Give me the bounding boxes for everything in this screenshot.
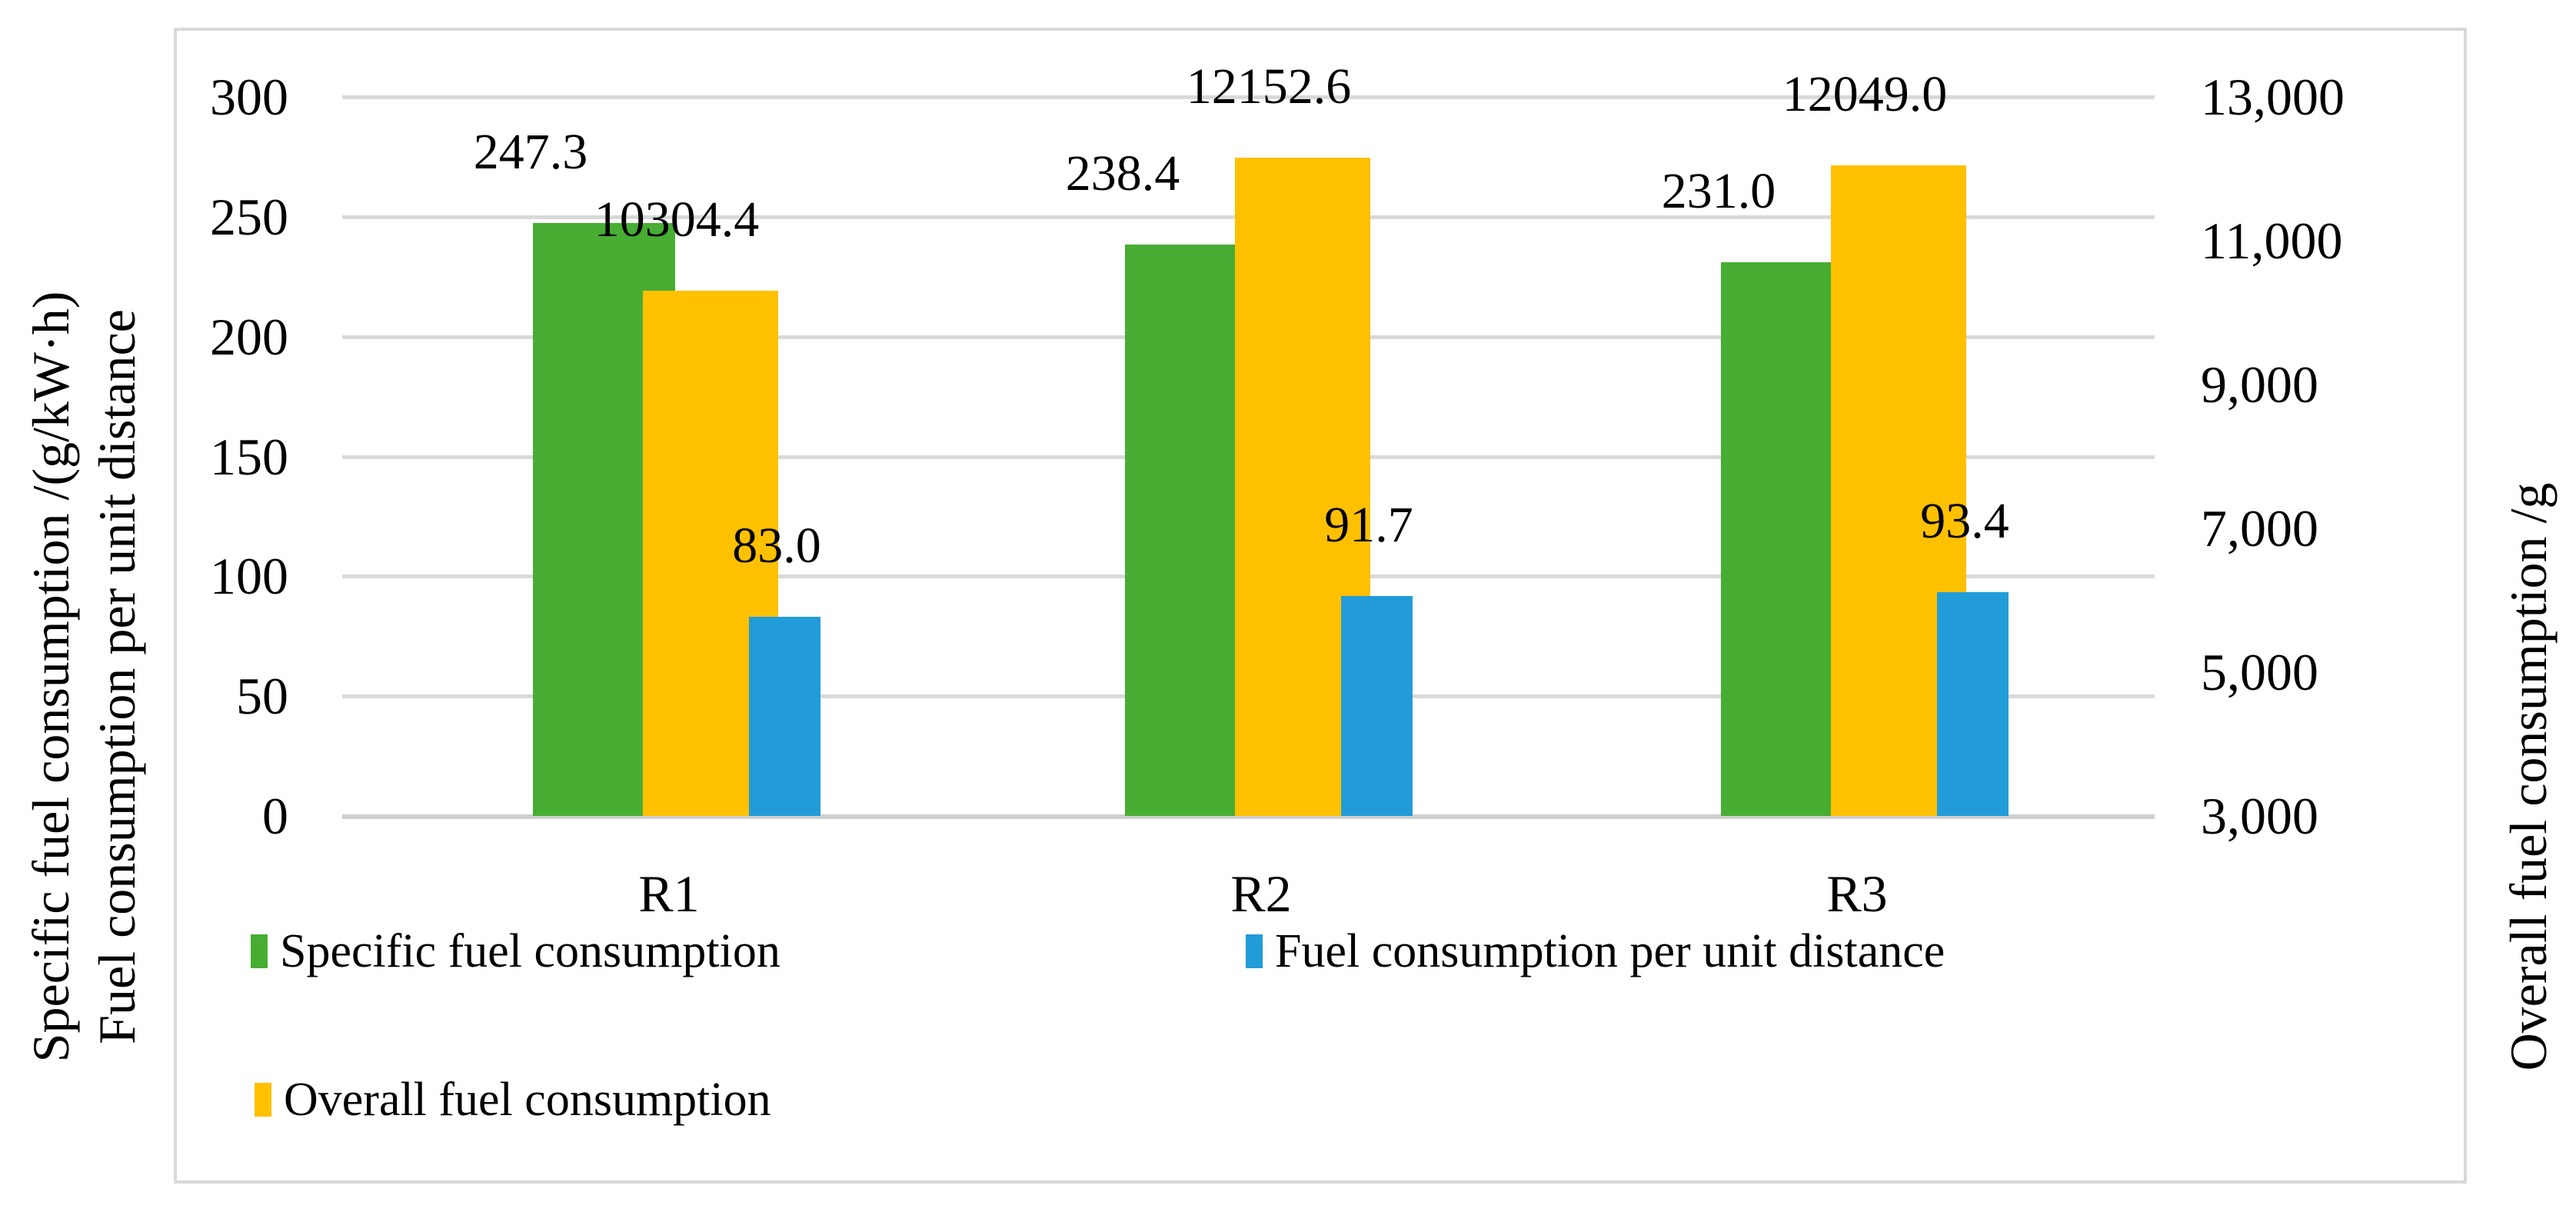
data-label-R3-series1: 231.0 <box>1661 163 1776 220</box>
gridline <box>342 95 2155 99</box>
bar-R1-series3 <box>749 617 820 816</box>
left-axis-title-line1: Specific fuel consumption /(g/kW·h) <box>22 291 80 1063</box>
legend-label: Fuel consumption per unit distance <box>1275 925 1945 977</box>
bar-R3-series3 <box>1937 591 2009 816</box>
legend-item-fuel-consumption-per-unit-distance: Fuel consumption per unit distance <box>1246 925 1945 977</box>
data-label-R1-series1: 247.3 <box>473 124 588 181</box>
bar-R2-series3 <box>1341 596 1413 816</box>
x-axis-line <box>342 814 2155 819</box>
left-axis-tick: 250 <box>210 187 288 246</box>
left-axis-tick: 300 <box>210 68 288 126</box>
legend-swatch-green-icon <box>251 934 268 969</box>
category-label-R3: R3 <box>1826 864 1888 923</box>
data-label-R2-series3: 91.7 <box>1324 497 1413 554</box>
right-axis-tick: 7,000 <box>2201 499 2318 558</box>
data-label-R3-series3: 93.4 <box>1920 492 2009 549</box>
right-axis-tick: 5,000 <box>2201 643 2318 701</box>
left-axis-tick: 200 <box>210 307 288 366</box>
legend-item-specific-fuel-consumption: Specific fuel consumption <box>251 925 780 977</box>
legend-swatch-yellow-icon <box>255 1083 271 1117</box>
legend-swatch-blue-icon <box>1246 934 1263 969</box>
right-axis-tick: 9,000 <box>2201 355 2318 414</box>
legend-label: Overall fuel consumption <box>284 1074 771 1126</box>
data-label-R2-series1: 238.4 <box>1065 145 1180 201</box>
legend-item-overall-fuel-consumption: Overall fuel consumption <box>255 1074 771 1126</box>
category-label-R1: R1 <box>638 864 700 923</box>
right-axis-tick: 13,000 <box>2201 68 2345 126</box>
legend-label: Specific fuel consumption <box>280 925 780 977</box>
right-axis-tick: 3,000 <box>2201 787 2318 845</box>
right-axis-tick: 11,000 <box>2201 211 2343 270</box>
left-axis-tick: 100 <box>210 547 288 606</box>
left-axis-tick: 50 <box>236 667 288 726</box>
left-axis-tick: 150 <box>210 427 288 486</box>
left-axis-tick: 0 <box>262 787 288 845</box>
data-label-R2-series2: 12152.6 <box>1186 58 1352 115</box>
data-label-R3-series2: 12049.0 <box>1782 65 1948 122</box>
data-label-R1-series3: 83.0 <box>732 518 821 574</box>
data-label-R1-series2: 10304.4 <box>594 191 760 248</box>
right-axis-title: Overall fuel consumption /g <box>2499 482 2558 1071</box>
category-label-R2: R2 <box>1230 864 1292 923</box>
